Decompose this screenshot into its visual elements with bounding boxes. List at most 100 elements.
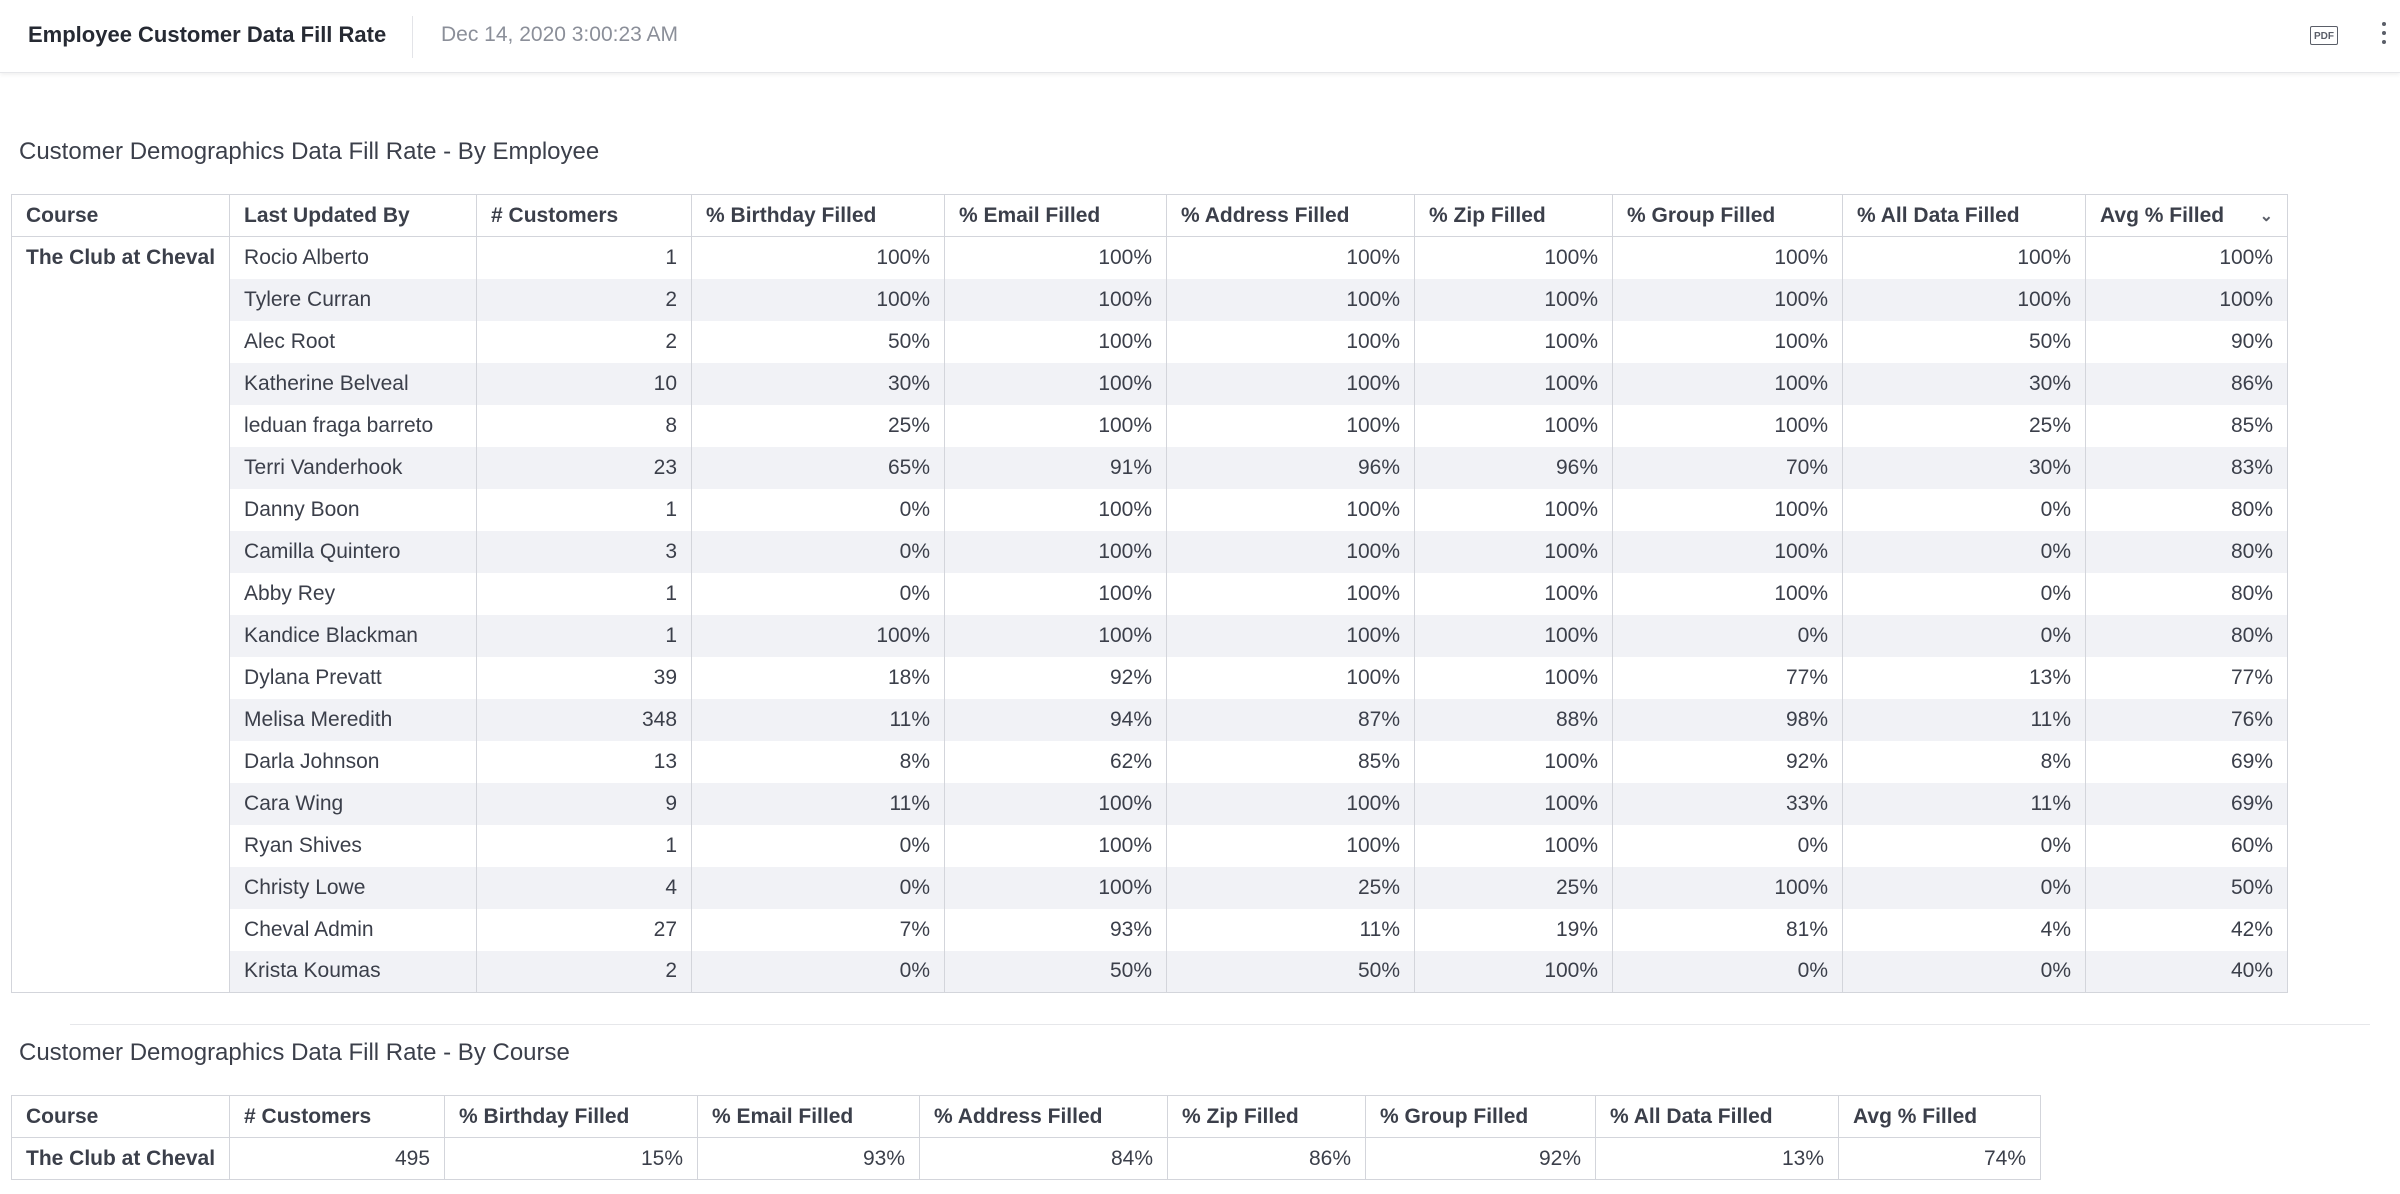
employee-name-cell: Kandice Blackman <box>229 614 478 657</box>
value-cell: 100% <box>1612 236 1844 279</box>
pdf-icon[interactable]: PDF <box>2310 26 2338 45</box>
employee-name-cell: Tylere Curran <box>229 278 478 321</box>
value-cell: 100% <box>1414 740 1614 783</box>
value-cell: 100% <box>1166 824 1416 867</box>
value-cell: 50% <box>2085 866 2289 909</box>
value-cell: 11% <box>1166 908 1416 951</box>
value-cell: 100% <box>2085 278 2289 321</box>
value-cell: 91% <box>944 446 1168 489</box>
value-cell: 100% <box>944 866 1168 909</box>
value-cell: 50% <box>691 320 946 363</box>
column-header[interactable]: % Email Filled <box>697 1095 921 1138</box>
table-row: Tylere Curran 2 100% 100% 100% 100% 100% 100% 10… <box>12 278 2289 321</box>
table-row: The Club at Cheval Rocio Alberto 1 100% 100%… <box>10 236 2289 993</box>
value-cell: 0% <box>1842 530 2087 573</box>
value-cell: 85% <box>1166 740 1416 783</box>
section-divider <box>70 1024 2370 1025</box>
table-row: Cara Wing 9 11% 100% 100% 100% 33% 11% 69% <box>12 782 2289 825</box>
value-cell: 0% <box>1842 614 2087 657</box>
value-cell: 100% <box>1414 362 1614 405</box>
column-header-label: % All Data Filled <box>1857 203 2020 227</box>
column-header[interactable]: Course <box>10 194 231 237</box>
header-divider <box>412 16 413 58</box>
column-header[interactable]: % Email Filled <box>944 194 1168 237</box>
table-row: Melisa Meredith 348 11% 94% 87% 88% 98% 11% 76% <box>12 698 2289 741</box>
column-header[interactable]: Last Updated By <box>229 194 478 237</box>
value-cell: 100% <box>944 404 1168 447</box>
value-cell: 76% <box>2085 698 2289 741</box>
employee-name-cell: Christy Lowe <box>229 866 478 909</box>
value-cell: 65% <box>691 446 946 489</box>
column-header[interactable]: % Group Filled <box>1365 1095 1597 1138</box>
value-cell: 0% <box>691 572 946 615</box>
column-header[interactable]: # Customers <box>229 1095 446 1138</box>
value-cell: 13% <box>1842 656 2087 699</box>
employee-name-cell: Rocio Alberto <box>229 236 478 279</box>
value-cell: 100% <box>1414 950 1614 993</box>
column-header[interactable]: % All Data Filled <box>1595 1095 1840 1138</box>
value-cell: 11% <box>691 782 946 825</box>
table-row: Alec Root 2 50% 100% 100% 100% 100% 50% 90% <box>12 320 2289 363</box>
column-header[interactable]: Avg % Filled <box>1838 1095 2042 1138</box>
value-cell: 0% <box>1842 950 2087 993</box>
value-cell: 1 <box>476 824 693 867</box>
value-cell: 100% <box>1414 530 1614 573</box>
more-vertical-icon[interactable] <box>2380 22 2388 50</box>
value-cell: 50% <box>944 950 1168 993</box>
column-header[interactable]: % All Data Filled <box>1842 194 2087 237</box>
column-header[interactable]: % Birthday Filled <box>691 194 946 237</box>
value-cell: 100% <box>1612 572 1844 615</box>
column-header[interactable]: % Address Filled <box>1166 194 1416 237</box>
value-cell: 84% <box>919 1137 1169 1180</box>
column-header-label: Avg % Filled <box>2100 203 2225 227</box>
employee-name-cell: Alec Root <box>229 320 478 363</box>
value-cell: 13% <box>1595 1137 1840 1180</box>
value-cell: 92% <box>1612 740 1844 783</box>
value-cell: 10 <box>476 362 693 405</box>
employee-name-cell: Terri Vanderhook <box>229 446 478 489</box>
column-header[interactable]: % Birthday Filled <box>444 1095 699 1138</box>
value-cell: 30% <box>1842 362 2087 405</box>
column-header[interactable]: % Group Filled <box>1612 194 1844 237</box>
column-header-label: % Birthday Filled <box>706 203 877 227</box>
column-header[interactable]: Course <box>10 1095 231 1138</box>
employee-name-cell: Krista Koumas <box>229 950 478 993</box>
value-cell: 100% <box>691 236 946 279</box>
value-cell: 70% <box>1612 446 1844 489</box>
value-cell: 100% <box>1166 404 1416 447</box>
table-row: Danny Boon 1 0% 100% 100% 100% 100% 0% 80% <box>12 488 2289 531</box>
column-header[interactable]: % Zip Filled <box>1167 1095 1367 1138</box>
table-header-row: Course # Customers% Birthday Filled% Emai… <box>10 1095 2042 1138</box>
table-row: Ryan Shives 1 0% 100% 100% 100% 0% 0% 60% <box>12 824 2289 867</box>
value-cell: 100% <box>1414 782 1614 825</box>
by-course-title: Customer Demographics Data Fill Rate - B… <box>19 1039 570 1066</box>
value-cell: 8% <box>691 740 946 783</box>
employee-name-cell: Darla Johnson <box>229 740 478 783</box>
value-cell: 1 <box>476 614 693 657</box>
value-cell: 88% <box>1414 698 1614 741</box>
value-cell: 90% <box>2085 320 2289 363</box>
column-header[interactable]: Avg % Filled ⌄ <box>2085 194 2289 237</box>
column-header[interactable]: % Address Filled <box>919 1095 1169 1138</box>
value-cell: 80% <box>2085 530 2289 573</box>
value-cell: 93% <box>944 908 1168 951</box>
employee-name-cell: leduan fraga barreto <box>229 404 478 447</box>
value-cell: 42% <box>2085 908 2289 951</box>
employee-name-cell: Camilla Quintero <box>229 530 478 573</box>
value-cell: 100% <box>1414 278 1614 321</box>
table-row: Camilla Quintero 3 0% 100% 100% 100% 100% 0% 80% <box>12 530 2289 573</box>
value-cell: 0% <box>1842 824 2087 867</box>
value-cell: 100% <box>1612 278 1844 321</box>
value-cell: 100% <box>944 530 1168 573</box>
value-cell: 100% <box>944 488 1168 531</box>
value-cell: 13 <box>476 740 693 783</box>
value-cell: 100% <box>1414 824 1614 867</box>
value-cell: 100% <box>691 614 946 657</box>
value-cell: 8 <box>476 404 693 447</box>
employee-name-cell: Ryan Shives <box>229 824 478 867</box>
chevron-down-icon[interactable]: ⌄ <box>2259 207 2274 225</box>
value-cell: 0% <box>1842 866 2087 909</box>
column-header[interactable]: # Customers <box>476 194 693 237</box>
column-header[interactable]: % Zip Filled <box>1414 194 1614 237</box>
value-cell: 100% <box>1612 404 1844 447</box>
